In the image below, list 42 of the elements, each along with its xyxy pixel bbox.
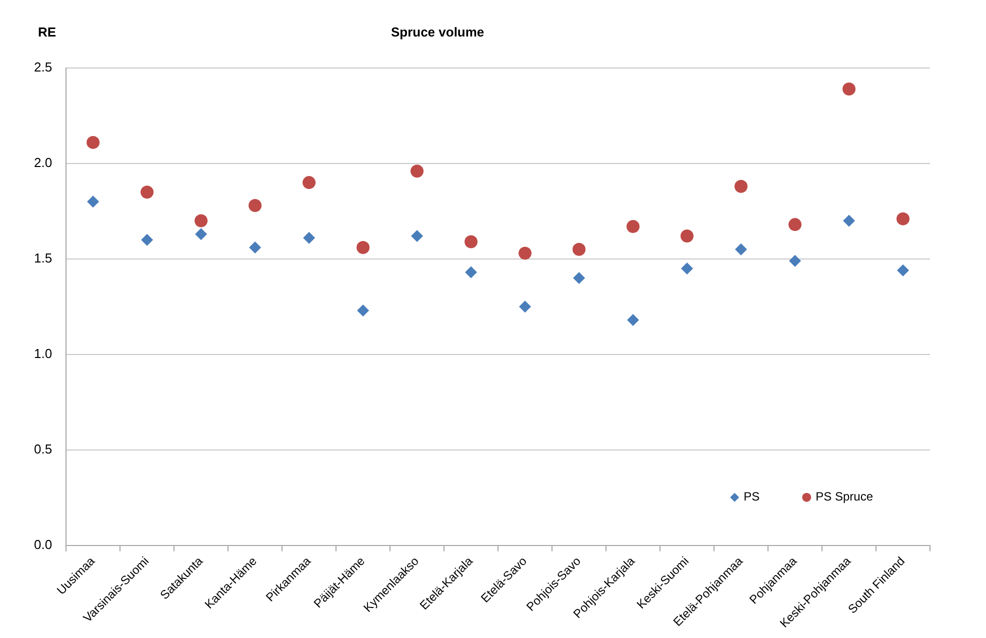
point xyxy=(356,240,370,254)
point xyxy=(357,304,370,316)
point xyxy=(303,232,316,244)
point xyxy=(464,235,478,248)
point xyxy=(519,300,532,313)
point xyxy=(410,164,424,178)
point xyxy=(87,196,100,208)
point xyxy=(896,212,910,226)
point xyxy=(734,180,748,193)
point xyxy=(788,218,802,232)
point xyxy=(572,242,586,256)
legend-label: PS xyxy=(744,490,760,504)
chart-title: Spruce volume xyxy=(390,24,484,40)
point xyxy=(518,246,532,260)
y-tick-label: 0.5 xyxy=(34,441,52,456)
y-tick-label: 2.5 xyxy=(34,60,52,75)
y-tick-label: 2.0 xyxy=(34,155,52,170)
point xyxy=(86,136,100,149)
point xyxy=(789,254,802,267)
point xyxy=(843,214,856,227)
point xyxy=(465,266,478,278)
point xyxy=(626,220,640,233)
point xyxy=(681,262,694,274)
legend-label: PS Spruce xyxy=(816,490,874,504)
point xyxy=(141,234,154,246)
point xyxy=(249,241,262,254)
point xyxy=(735,243,748,256)
point xyxy=(302,176,316,190)
point xyxy=(248,198,262,212)
point xyxy=(140,186,154,199)
y-tick-label: 0.0 xyxy=(34,536,52,552)
point xyxy=(573,272,586,284)
point xyxy=(680,230,694,243)
point xyxy=(842,82,856,96)
y-tick-label: 1.0 xyxy=(34,346,52,361)
point xyxy=(627,314,640,326)
y-axis-title: RE xyxy=(38,24,56,40)
y-tick-label: 1.5 xyxy=(34,250,52,266)
point xyxy=(194,214,208,228)
point xyxy=(195,228,208,240)
point xyxy=(411,230,424,242)
point xyxy=(897,264,909,276)
